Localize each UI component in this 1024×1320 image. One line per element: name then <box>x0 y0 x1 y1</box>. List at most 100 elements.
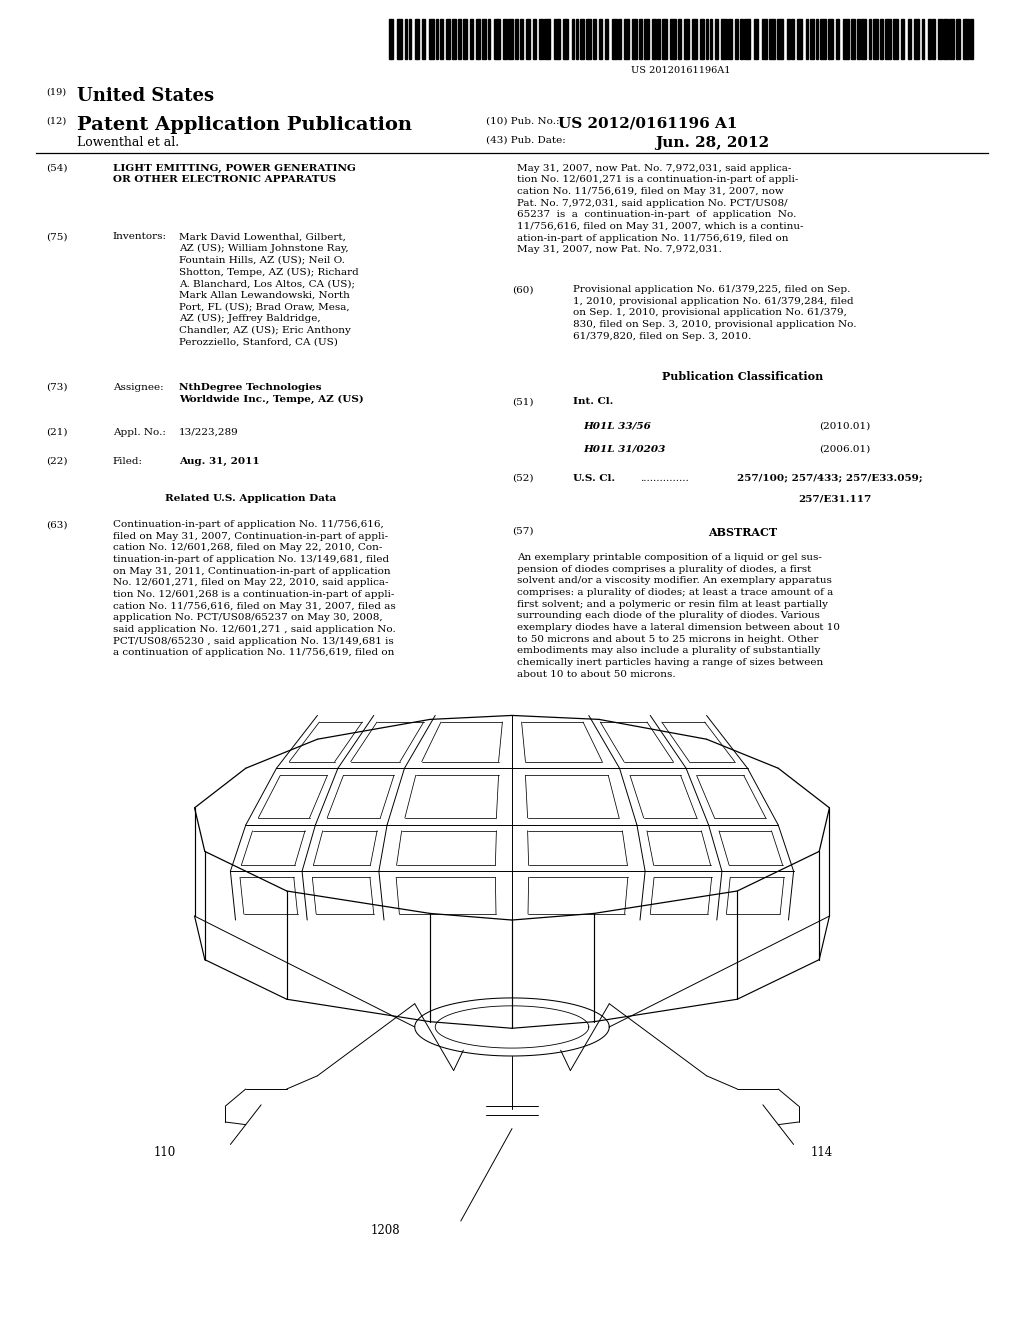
Bar <box>571 18 574 58</box>
Bar <box>684 18 689 58</box>
Bar <box>458 18 461 58</box>
Bar <box>670 18 676 58</box>
Text: (63): (63) <box>46 520 68 529</box>
Text: 13/223,289: 13/223,289 <box>179 428 239 437</box>
Bar <box>508 18 513 58</box>
Bar <box>463 18 467 58</box>
Bar <box>938 18 942 58</box>
Text: 110: 110 <box>154 1146 176 1159</box>
Text: (60): (60) <box>512 285 534 294</box>
Bar <box>599 18 602 58</box>
Text: Patent Application Publication: Patent Application Publication <box>77 116 412 135</box>
Bar <box>762 18 767 58</box>
Text: NthDegree Technologies
Worldwide Inc., Tempe, AZ (US): NthDegree Technologies Worldwide Inc., T… <box>179 383 364 404</box>
Text: Jun. 28, 2012: Jun. 28, 2012 <box>655 136 769 150</box>
Bar <box>581 18 584 58</box>
Bar <box>539 18 543 58</box>
Bar <box>943 18 947 58</box>
Text: (19): (19) <box>46 87 67 96</box>
Bar <box>423 18 425 58</box>
Text: US 2012/0161196 A1: US 2012/0161196 A1 <box>558 116 737 131</box>
Bar <box>922 18 924 58</box>
Text: (43) Pub. Date:: (43) Pub. Date: <box>486 136 566 145</box>
Bar <box>520 18 522 58</box>
Bar <box>893 18 898 58</box>
Bar <box>663 18 668 58</box>
Bar <box>797 18 802 58</box>
Bar <box>611 18 616 58</box>
Bar <box>769 18 775 58</box>
Text: 257/100; 257/433; 257/E33.059;: 257/100; 257/433; 257/E33.059; <box>737 474 923 483</box>
Bar <box>928 18 931 58</box>
Bar <box>435 18 438 58</box>
Bar <box>721 18 727 58</box>
Bar <box>452 18 457 58</box>
Text: U.S. Cl.: U.S. Cl. <box>573 474 615 483</box>
Text: (10) Pub. No.:: (10) Pub. No.: <box>486 116 560 125</box>
Text: LIGHT EMITTING, POWER GENERATING
OR OTHER ELECTRONIC APPARATUS: LIGHT EMITTING, POWER GENERATING OR OTHE… <box>113 164 355 185</box>
Bar <box>907 18 911 58</box>
Bar <box>828 18 833 58</box>
Text: May 31, 2007, now Pat. No. 7,972,031, said applica-
tion No. 12/601,271 is a con: May 31, 2007, now Pat. No. 7,972,031, sa… <box>517 164 804 255</box>
Bar <box>409 18 411 58</box>
Bar <box>632 18 638 58</box>
Bar <box>699 18 703 58</box>
Bar <box>933 18 935 58</box>
Text: (75): (75) <box>46 232 68 242</box>
Bar <box>707 18 709 58</box>
Bar <box>396 18 401 58</box>
Bar <box>644 18 649 58</box>
Bar <box>810 18 814 58</box>
Text: (54): (54) <box>46 164 68 173</box>
Bar <box>777 18 782 58</box>
Text: Assignee:: Assignee: <box>113 383 163 392</box>
Text: (2010.01): (2010.01) <box>819 421 870 430</box>
Bar <box>639 18 642 58</box>
Bar <box>446 18 450 58</box>
Bar <box>881 18 883 58</box>
Text: Lowenthal et al.: Lowenthal et al. <box>77 136 179 149</box>
Bar <box>624 18 629 58</box>
Text: Filed:: Filed: <box>113 457 142 466</box>
Bar <box>470 18 473 58</box>
Bar <box>389 18 392 58</box>
Text: 114: 114 <box>811 1146 834 1159</box>
Text: Appl. No.:: Appl. No.: <box>113 428 166 437</box>
Text: US 20120161196A1: US 20120161196A1 <box>631 66 731 75</box>
Bar <box>481 18 486 58</box>
Text: 257/E31.117: 257/E31.117 <box>799 495 872 504</box>
Bar <box>715 18 718 58</box>
Bar <box>554 18 560 58</box>
Bar <box>857 18 860 58</box>
Bar <box>692 18 697 58</box>
Text: (51): (51) <box>512 397 534 407</box>
Bar <box>526 18 529 58</box>
Bar <box>792 18 795 58</box>
Text: (21): (21) <box>46 428 68 437</box>
Bar <box>886 18 892 58</box>
Text: Inventors:: Inventors: <box>113 232 167 242</box>
Text: (12): (12) <box>46 116 67 125</box>
Text: Provisional application No. 61/379,225, filed on Sep.
1, 2010, provisional appli: Provisional application No. 61/379,225, … <box>573 285 857 341</box>
Bar <box>710 18 712 58</box>
Bar <box>901 18 904 58</box>
Bar <box>515 18 518 58</box>
Text: Related U.S. Application Data: Related U.S. Application Data <box>165 494 337 503</box>
Bar <box>820 18 826 58</box>
Bar <box>563 18 568 58</box>
Text: An exemplary printable composition of a liquid or gel sus-
pension of diodes com: An exemplary printable composition of a … <box>517 553 840 678</box>
Bar <box>872 18 879 58</box>
Bar <box>476 18 480 58</box>
Bar <box>861 18 866 58</box>
Bar <box>816 18 818 58</box>
Text: Mark David Lowenthal, Gilbert,
AZ (US); William Johnstone Ray,
Fountain Hills, A: Mark David Lowenthal, Gilbert, AZ (US); … <box>179 232 359 347</box>
Bar <box>754 18 759 58</box>
Text: (22): (22) <box>46 457 68 466</box>
Bar <box>744 18 751 58</box>
Bar <box>656 18 660 58</box>
Text: Aug. 31, 2011: Aug. 31, 2011 <box>179 457 260 466</box>
Text: H01L 31/0203: H01L 31/0203 <box>584 445 666 454</box>
Bar <box>652 18 655 58</box>
Text: ...............: ............... <box>640 474 689 483</box>
Bar <box>955 18 961 58</box>
